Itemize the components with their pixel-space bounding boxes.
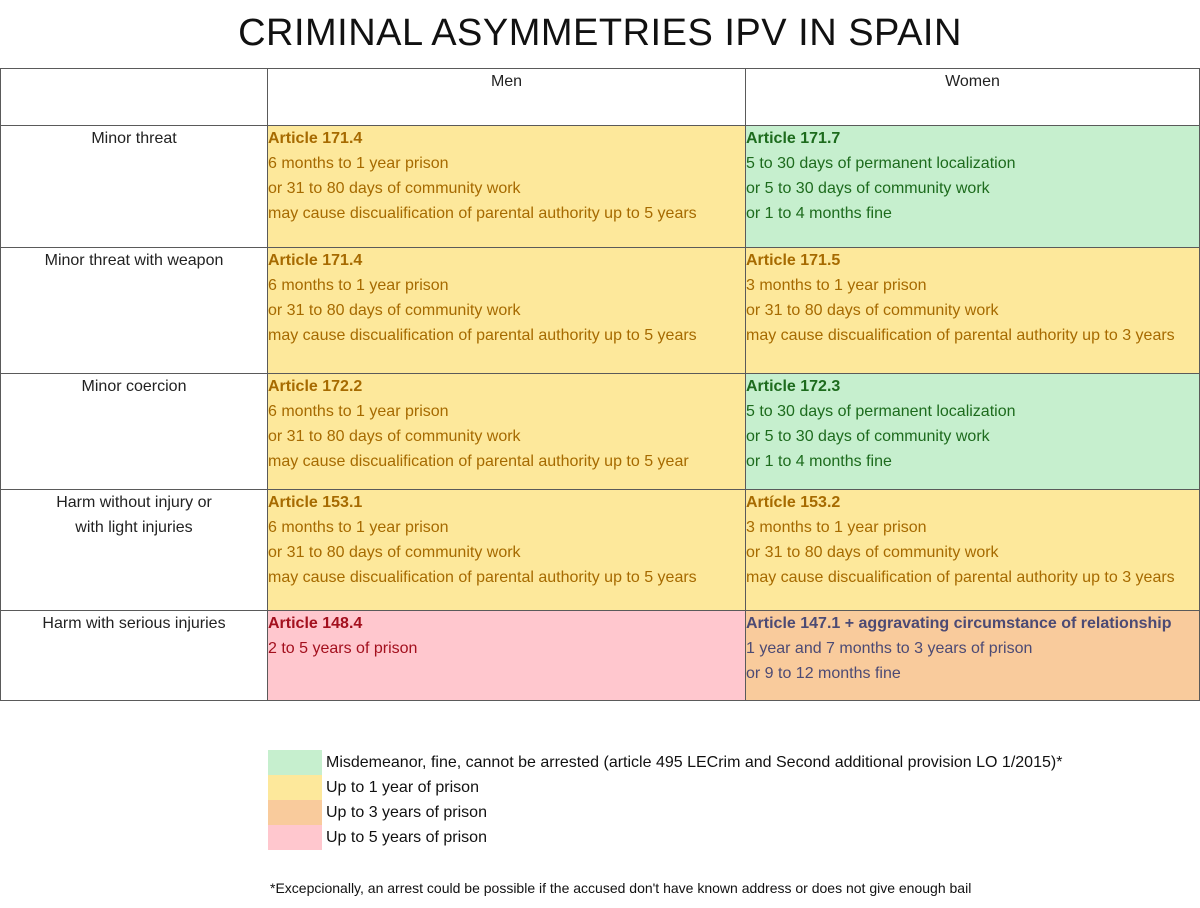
penalty-line: 6 months to 1 year prison: [268, 519, 449, 536]
row-label: Minor threat with weapon: [0, 247, 268, 374]
penalty-line: may cause discualification of parental a…: [268, 569, 697, 586]
article-number: Article 171.5: [746, 252, 841, 269]
penalty-line: or 31 to 80 days of community work: [268, 180, 521, 197]
penalty-line: or 9 to 12 months fine: [746, 665, 901, 682]
legend-item: Up to 3 years of prison: [268, 800, 1062, 825]
penalty-line: 1 year and 7 months to 3 years of prison: [746, 640, 1033, 657]
article-number: Article 171.4: [268, 130, 363, 147]
legend-swatch-pink: [268, 825, 322, 850]
article-number: Article 147.1 + aggravating circumstance…: [746, 615, 1172, 632]
legend-item: Up to 1 year of prison: [268, 775, 1062, 800]
penalty-line: 3 months to 1 year prison: [746, 277, 927, 294]
penalty-line: may cause discualification of parental a…: [746, 327, 1175, 344]
column-header-women: Women: [745, 68, 1200, 126]
row-label-line: Minor threat with weapon: [44, 252, 224, 269]
article-number: Article 172.3: [746, 378, 841, 395]
penalty-line: or 31 to 80 days of community work: [746, 302, 999, 319]
row-label-line: Harm without injury or: [56, 494, 212, 511]
legend-swatch-yellow: [268, 775, 322, 800]
row-label: Harm without injury or with light injuri…: [0, 489, 268, 611]
women-cell: Article 172.3 5 to 30 days of permanent …: [745, 373, 1200, 490]
men-cell: Article 153.1 6 months to 1 year prison …: [267, 489, 746, 611]
corner-cell: [0, 68, 268, 126]
penalty-line: or 1 to 4 months fine: [746, 453, 892, 470]
column-header-men: Men: [267, 68, 746, 126]
men-cell: Article 172.2 6 months to 1 year prison …: [267, 373, 746, 490]
penalty-line: or 31 to 80 days of community work: [746, 544, 999, 561]
women-cell: Article 171.7 5 to 30 days of permanent …: [745, 125, 1200, 248]
table-row: Minor coercion Article 172.2 6 months to…: [0, 373, 1200, 490]
legend-swatch-green: [268, 750, 322, 775]
penalty-line: 2 to 5 years of prison: [268, 640, 418, 657]
article-number: Artícle 153.2: [746, 494, 841, 511]
penalty-line: may cause discualification of parental a…: [268, 205, 697, 222]
footnote: *Excepcionally, an arrest could be possi…: [270, 880, 972, 896]
article-number: Article 148.4: [268, 615, 363, 632]
row-label-line: Minor threat: [91, 130, 177, 147]
table-row: Harm with serious injuries Article 148.4…: [0, 610, 1200, 701]
legend-label: Misdemeanor, fine, cannot be arrested (a…: [326, 753, 1063, 771]
penalty-line: or 5 to 30 days of community work: [746, 180, 990, 197]
men-cell: Article 148.4 2 to 5 years of prison: [267, 610, 746, 701]
legend-item: Misdemeanor, fine, cannot be arrested (a…: [268, 750, 1062, 775]
penalty-line: may cause discualification of parental a…: [268, 453, 689, 470]
legend-swatch-orange: [268, 800, 322, 825]
color-legend: Misdemeanor, fine, cannot be arrested (a…: [268, 750, 1062, 850]
header-row: Men Women: [0, 68, 1200, 126]
row-label: Harm with serious injuries: [0, 610, 268, 701]
article-number: Article 171.7: [746, 130, 841, 147]
penalty-line: 6 months to 1 year prison: [268, 403, 449, 420]
row-label: Minor coercion: [0, 373, 268, 490]
women-cell: Article 147.1 + aggravating circumstance…: [745, 610, 1200, 701]
penalty-line: 5 to 30 days of permanent localization: [746, 403, 1016, 420]
penalty-line: 6 months to 1 year prison: [268, 155, 449, 172]
women-cell: Artícle 153.2 3 months to 1 year prison …: [745, 489, 1200, 611]
page-title: CRIMINAL ASYMMETRIES IPV IN SPAIN: [238, 12, 962, 54]
article-number: Article 172.2: [268, 378, 363, 395]
penalty-line: may cause discualification of parental a…: [746, 569, 1175, 586]
asymmetry-table: Men Women Minor threat Article 171.4 6 m…: [0, 68, 1200, 701]
row-label: Minor threat: [0, 125, 268, 248]
row-label-line: with light injuries: [75, 519, 193, 536]
row-label-line: Minor coercion: [81, 378, 187, 395]
table-row: Minor threat with weapon Article 171.4 6…: [0, 247, 1200, 374]
penalty-line: 6 months to 1 year prison: [268, 277, 449, 294]
penalty-line: may cause discualification of parental a…: [268, 327, 697, 344]
men-cell: Article 171.4 6 months to 1 year prison …: [267, 125, 746, 248]
penalty-line: or 31 to 80 days of community work: [268, 302, 521, 319]
penalty-line: 3 months to 1 year prison: [746, 519, 927, 536]
legend-label: Up to 5 years of prison: [326, 828, 487, 846]
penalty-line: or 31 to 80 days of community work: [268, 544, 521, 561]
article-number: Article 153.1: [268, 494, 363, 511]
row-label-line: Harm with serious injuries: [42, 615, 226, 632]
penalty-line: or 1 to 4 months fine: [746, 205, 892, 222]
penalty-line: or 31 to 80 days of community work: [268, 428, 521, 445]
legend-item: Up to 5 years of prison: [268, 825, 1062, 850]
legend-label: Up to 3 years of prison: [326, 803, 487, 821]
table-row: Minor threat Article 171.4 6 months to 1…: [0, 125, 1200, 248]
legend-label: Up to 1 year of prison: [326, 778, 479, 796]
asymmetry-table-wrapper: Men Women Minor threat Article 171.4 6 m…: [0, 68, 1200, 701]
men-cell: Article 171.4 6 months to 1 year prison …: [267, 247, 746, 374]
women-cell: Article 171.5 3 months to 1 year prison …: [745, 247, 1200, 374]
table-row: Harm without injury or with light injuri…: [0, 489, 1200, 611]
article-number: Article 171.4: [268, 252, 363, 269]
penalty-line: or 5 to 30 days of community work: [746, 428, 990, 445]
penalty-line: 5 to 30 days of permanent localization: [746, 155, 1016, 172]
